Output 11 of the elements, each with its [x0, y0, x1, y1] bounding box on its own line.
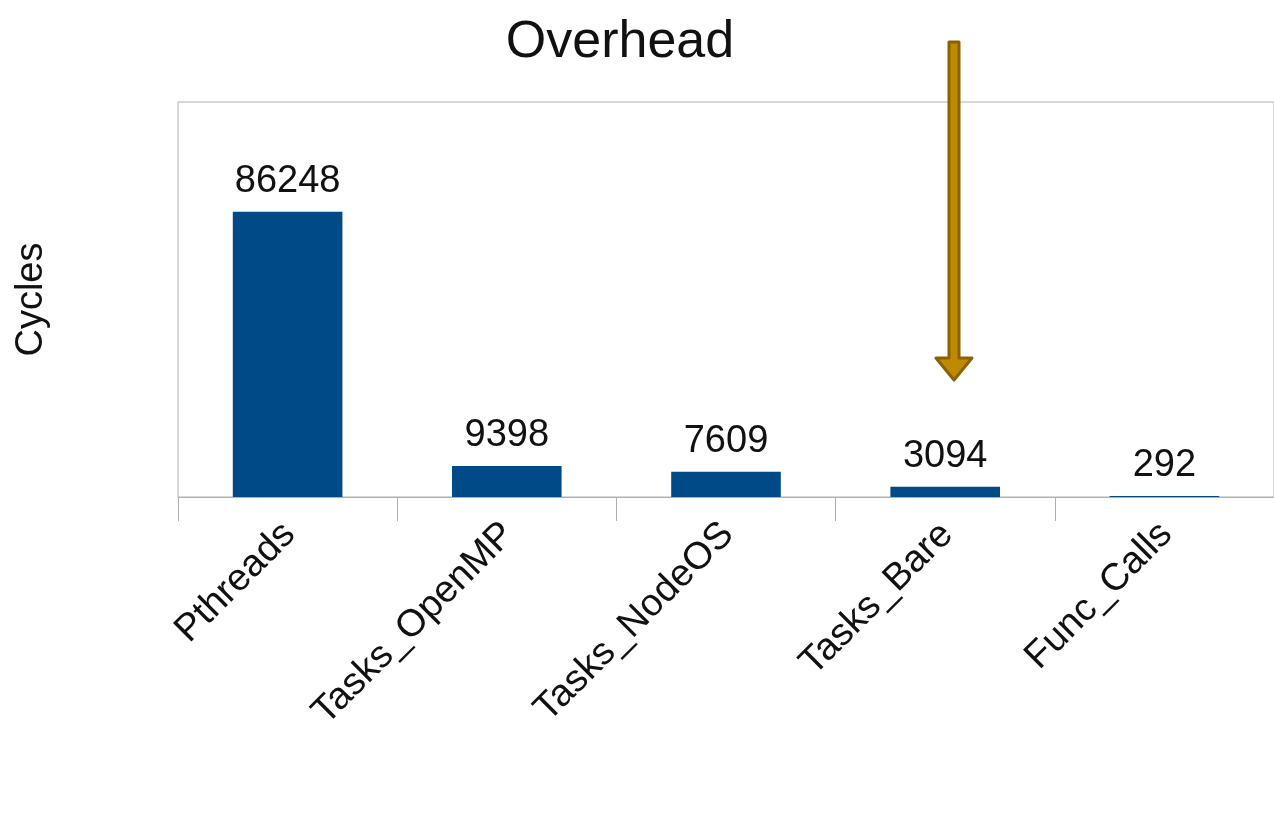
- bar: [232, 211, 343, 497]
- data-label: 86248: [234, 157, 341, 200]
- data-label: 9398: [464, 411, 550, 454]
- data-label: 3094: [902, 432, 988, 475]
- bar: [452, 465, 562, 497]
- bar: [671, 471, 781, 497]
- bar: [890, 486, 1000, 497]
- data-label: 7609: [683, 417, 769, 460]
- data-label: 292: [1132, 442, 1197, 485]
- chart-title: Overhead: [505, 10, 735, 68]
- y-axis-title: Cycles: [8, 242, 50, 357]
